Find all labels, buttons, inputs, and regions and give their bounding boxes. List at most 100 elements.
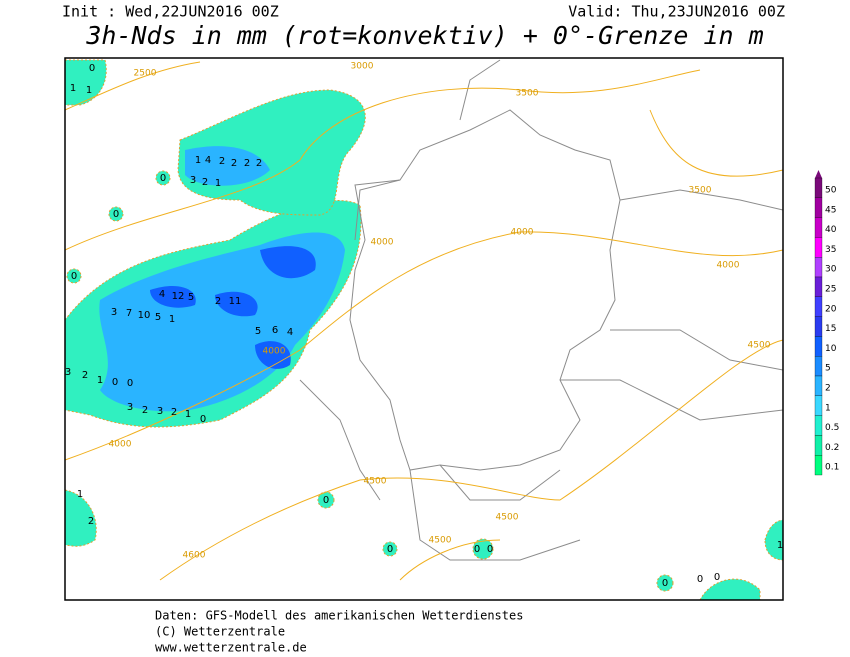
precip-label: 4: [159, 289, 165, 300]
precip-label: 2: [82, 370, 88, 381]
precip-label: 1: [185, 409, 191, 420]
init-time: Init : Wed,22JUN2016 00Z: [62, 3, 279, 21]
precip-label: 0: [89, 63, 95, 74]
legend-swatch: [814, 177, 823, 198]
precip-label: 2: [256, 158, 262, 169]
precip-label: 6: [272, 325, 278, 336]
contour-label: 3500: [516, 89, 539, 99]
legend-swatch: [814, 455, 823, 476]
legend-label: 0.1: [825, 463, 839, 473]
precip-label: 5: [188, 292, 194, 303]
footer-url: www.wetterzentrale.de: [155, 641, 307, 655]
legend-swatch: [814, 217, 823, 238]
precip-label: 0: [662, 578, 668, 589]
precip-label: 0: [113, 209, 119, 220]
precip-label: 2: [244, 158, 250, 169]
contour-label: 4600: [183, 551, 206, 561]
legend-swatch: [814, 237, 823, 258]
country-borders: [299, 59, 784, 561]
legend-label: 0.2: [825, 443, 839, 453]
contour-label: 4000: [371, 238, 394, 248]
precip-label: 0: [71, 271, 77, 282]
legend-label: 35: [825, 245, 836, 255]
footer-copyright: (C) Wetterzentrale: [155, 625, 285, 639]
precip-label: 1: [195, 155, 201, 166]
legend-swatch: [814, 296, 823, 317]
precip-label: 3: [111, 307, 117, 318]
precip-label: 3: [190, 175, 196, 186]
precip-label: 10: [138, 310, 151, 321]
map-area: [64, 57, 784, 601]
legend-swatch: [814, 257, 823, 278]
legend-label: 45: [825, 205, 836, 215]
legend-label: 20: [825, 304, 837, 314]
precip-label: 0: [487, 544, 493, 555]
precip-label: 2: [215, 296, 221, 307]
legend-label: 40: [825, 225, 837, 235]
contour-label: 4000: [717, 261, 740, 271]
precip-label: 2: [219, 156, 225, 167]
freezing-level-contours: [64, 61, 784, 581]
precip-label: 2: [202, 177, 208, 188]
valid-time: Valid: Thu,23JUN2016 00Z: [568, 3, 785, 21]
precip-label: 1: [70, 83, 76, 94]
contour-label: 4500: [748, 341, 771, 351]
legend-label: 0.5: [825, 423, 839, 433]
precip-label: 0: [387, 544, 393, 555]
legend-label: 5: [825, 364, 831, 374]
precip-label: 3: [127, 402, 133, 413]
footer-source: Daten: GFS-Modell des amerikanischen Wet…: [155, 609, 523, 623]
legend-label: 30: [825, 265, 837, 275]
contour-label: 4500: [429, 536, 452, 546]
contour-label: 3500: [689, 186, 712, 196]
precip-label: 0: [697, 574, 703, 585]
legend-swatch: [814, 336, 823, 357]
precip-label: 4: [205, 155, 211, 166]
contour-label: 2500: [134, 69, 157, 79]
precip-label: 1: [215, 178, 221, 189]
precip-label: 2: [171, 407, 177, 418]
precip-label: 3: [157, 406, 163, 417]
precip-label: 4: [287, 327, 293, 338]
legend-swatch: [814, 197, 823, 218]
legend-swatch: [814, 435, 823, 456]
precip-label: 0: [714, 572, 720, 583]
contour-label: 4500: [364, 477, 387, 487]
legend-arrow: [815, 170, 822, 178]
precip-label: 2: [142, 405, 148, 416]
precip-label: 1: [86, 85, 92, 96]
map-frame: [64, 57, 784, 601]
precip-label: 12: [172, 291, 185, 302]
contour-label: 4000: [263, 347, 286, 357]
contour-label: 4500: [496, 513, 519, 523]
precip-label: 5: [155, 312, 161, 323]
contour-label: 4000: [511, 228, 534, 238]
legend-swatch: [814, 316, 823, 337]
precip-inner: [150, 246, 316, 369]
legend-label: 50: [825, 186, 837, 196]
contour-label: 4000: [109, 440, 132, 450]
precip-label: 3: [65, 367, 71, 378]
precip-label: 5: [255, 326, 261, 337]
precip-label: 0: [112, 377, 118, 388]
legend-label: 2: [825, 384, 831, 394]
precip-label: 0: [474, 544, 480, 555]
precip-label: 1: [97, 375, 103, 386]
precip-label: 0: [200, 414, 206, 425]
precip-label: 2: [231, 158, 237, 169]
legend-label: 10: [825, 344, 837, 354]
precip-label: 0: [160, 173, 166, 184]
precip-label: 2: [88, 516, 94, 527]
precip-label: 1: [777, 540, 783, 551]
precip-label: 0: [127, 378, 133, 389]
map-title: 3h-Nds in mm (rot=konvektiv) + 0°-Grenze…: [85, 21, 763, 50]
precip-label: 0: [323, 495, 329, 506]
precip-label: 11: [229, 296, 242, 307]
precip-label: 1: [77, 489, 83, 500]
legend-swatch: [814, 415, 823, 436]
precip-label: 7: [126, 308, 132, 319]
contour-label: 3000: [351, 62, 374, 72]
legend-label: 1: [825, 403, 831, 413]
precip-label: 1: [169, 314, 175, 325]
